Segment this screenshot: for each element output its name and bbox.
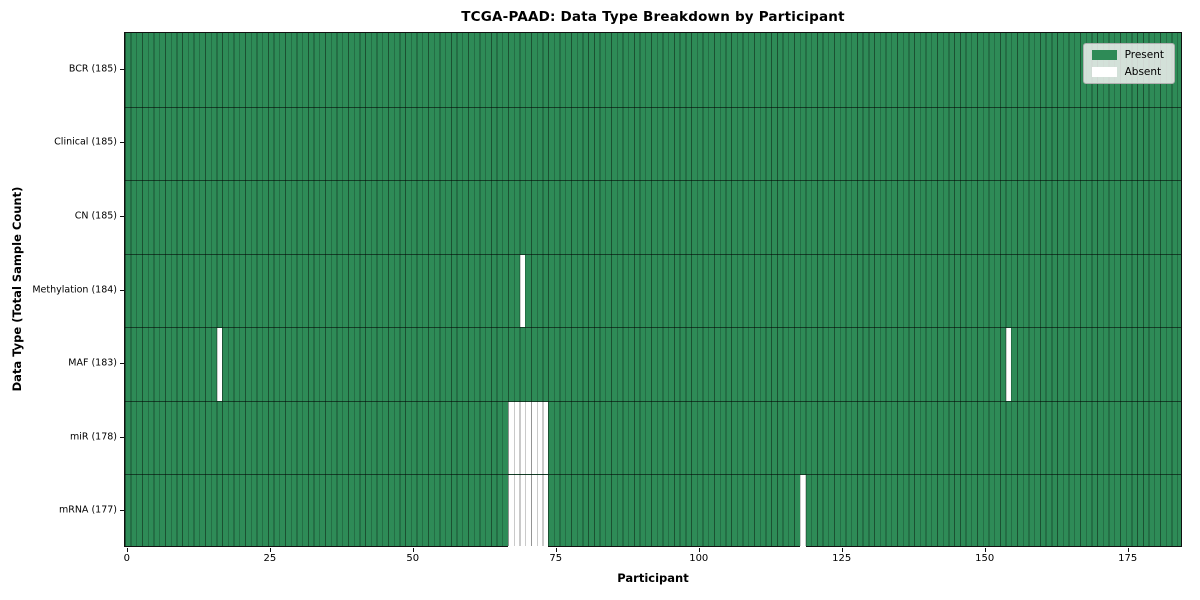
x-tick-mark (126, 548, 128, 552)
x-tick-mark (555, 548, 557, 552)
absent-swatch (1091, 66, 1117, 77)
absent-cell-miR-69 (519, 401, 526, 475)
x-tick-mark (984, 548, 986, 552)
y-tick-label-MAF: MAF (183) (68, 357, 117, 369)
absent-cell-MAF-16 (216, 328, 223, 401)
absent-cell-miR-68 (513, 401, 520, 475)
row-BCR (125, 33, 1181, 107)
y-tick-mark (120, 510, 124, 512)
absent-cell-Methylation-69 (519, 254, 526, 328)
legend-item-present: Present (1091, 49, 1164, 61)
x-tick-label: 25 (263, 553, 277, 564)
x-tick-mark (269, 548, 271, 552)
x-tick-mark (412, 548, 414, 552)
chart-title: TCGA-PAAD: Data Type Breakdown by Partic… (461, 9, 845, 25)
x-tick-label: 75 (549, 553, 563, 564)
absent-cell-MAF-154 (1005, 328, 1012, 401)
x-tick-mark (1127, 548, 1129, 552)
absent-cell-miR-73 (542, 401, 549, 475)
row-MAF (125, 327, 1181, 401)
legend-item-absent: Absent (1091, 65, 1164, 78)
absent-cell-miR-71 (531, 401, 537, 475)
absent-cell-mRNA-72 (536, 475, 543, 548)
absent-cell-mRNA-71 (531, 475, 537, 548)
y-tick-mark (120, 215, 124, 217)
absent-cell-miR-67 (508, 401, 514, 475)
row-Clinical (125, 106, 1181, 181)
y-tick-label-mRNA: mRNA (177) (58, 504, 117, 516)
y-tick-label-Clinical: Clinical (185) (54, 136, 117, 148)
legend: Present Absent (1082, 43, 1175, 84)
legend-label-present: Present (1124, 49, 1164, 61)
legend-label-absent: Absent (1124, 65, 1162, 78)
absent-cell-miR-72 (536, 401, 543, 475)
y-tick-label-CN: CN (185) (74, 210, 117, 222)
y-tick-mark (120, 436, 124, 438)
plot-area: Present Absent (124, 32, 1182, 548)
x-tick-label: 125 (832, 553, 852, 564)
y-tick-label-miR: miR (178) (69, 431, 117, 443)
row-miR (125, 400, 1181, 475)
x-tick-label: 0 (123, 553, 131, 564)
y-tick-mark (120, 68, 124, 70)
absent-cell-mRNA-70 (525, 475, 532, 548)
x-tick-label: 50 (406, 553, 420, 564)
absent-cell-mRNA-68 (513, 475, 520, 548)
y-tick-label-Methylation: Methylation (184) (32, 284, 117, 295)
absent-cell-mRNA-73 (542, 475, 549, 548)
x-axis-title: Participant (617, 571, 689, 585)
y-tick-mark (120, 142, 124, 144)
absent-cell-mRNA-118 (799, 475, 806, 548)
absent-cell-mRNA-67 (508, 475, 514, 548)
absent-cell-miR-70 (525, 401, 532, 475)
y-tick-mark (120, 363, 124, 365)
x-tick-mark (698, 548, 700, 552)
x-tick-label: 100 (689, 553, 709, 564)
x-tick-label: 175 (1118, 553, 1138, 564)
y-tick-mark (120, 289, 124, 291)
x-tick-label: 150 (975, 553, 995, 564)
x-tick-mark (841, 548, 843, 552)
absent-cell-mRNA-69 (519, 475, 526, 548)
row-mRNA (125, 474, 1181, 548)
row-CN (125, 180, 1181, 254)
row-Methylation (125, 253, 1181, 328)
present-swatch (1091, 50, 1117, 61)
y-tick-label-BCR: BCR (185) (68, 63, 117, 75)
